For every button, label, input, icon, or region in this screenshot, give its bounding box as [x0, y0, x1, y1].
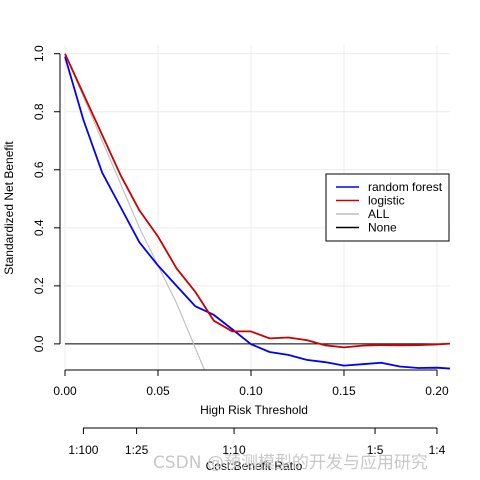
x-tick-label: 0.20 [425, 384, 449, 398]
y-axis: 0.0 0.2 0.4 0.6 0.8 1.0 [32, 45, 61, 352]
cost-benefit-tick-label: 1:4 [429, 443, 446, 457]
y-tick-label: 0.8 [32, 103, 46, 120]
series-line-logistic [64, 53, 451, 349]
x-tick-label: 0.10 [239, 384, 263, 398]
cost-benefit-tick-label: 1:25 [125, 443, 149, 457]
x-axis-label: High Risk Threshold [200, 403, 308, 417]
legend-box [325, 173, 450, 242]
y-tick-label: 1.0 [32, 45, 46, 62]
legend-label-logistic: logistic [368, 194, 405, 208]
x-axis: 0.00 0.05 0.10 0.15 0.20 [53, 369, 449, 398]
legend-label-random-forest: random forest [368, 180, 443, 194]
cost-benefit-axis-label: Cost:Benefit Ratio [206, 459, 303, 473]
x-tick-label: 0.05 [146, 384, 170, 398]
cost-benefit-tick-label: 1:100 [68, 443, 98, 457]
legend-label-all: ALL [368, 207, 390, 221]
y-tick-label: 0.6 [32, 161, 46, 178]
series-line-all [64, 53, 205, 371]
legend-label-none: None [368, 221, 397, 235]
cost-benefit-tick-label: 1:5 [367, 443, 384, 457]
series-layer [64, 53, 451, 371]
series-line-random-forest [64, 56, 451, 370]
x-tick-label: 0.15 [332, 384, 356, 398]
cost-benefit-axis: 1:100 1:25 1:10 1:5 1:4 [68, 427, 446, 457]
watermark-text: CSDN @预测模型的开发与应用研究 [153, 453, 428, 473]
x-tick-label: 0.00 [53, 384, 77, 398]
y-axis-label: Standardized Net Benefit [2, 141, 16, 275]
y-tick-label: 0.4 [32, 219, 46, 236]
y-tick-label: 0.2 [32, 277, 46, 294]
y-tick-label: 0.0 [32, 335, 46, 352]
cost-benefit-tick-label: 1:10 [222, 443, 246, 457]
